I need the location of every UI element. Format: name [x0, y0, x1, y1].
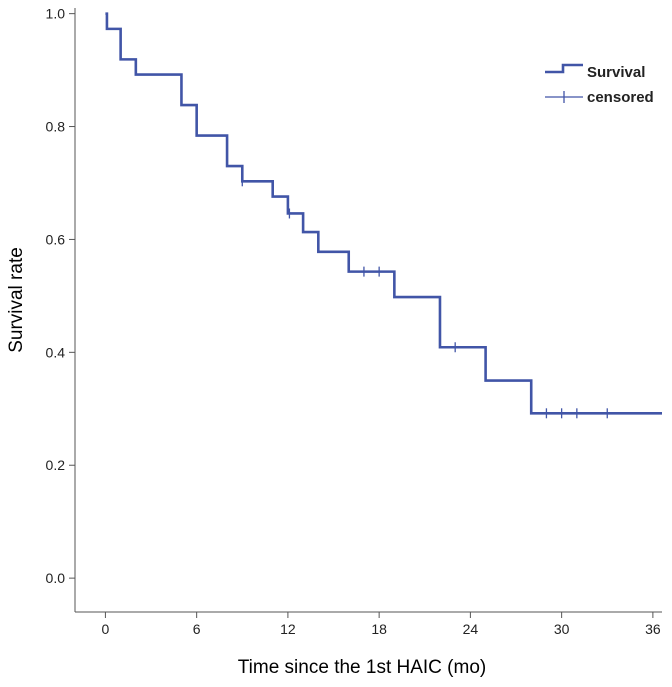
x-tick-label: 18	[371, 621, 387, 637]
y-tick-label: 0.6	[46, 231, 66, 247]
y-tick-label: 0.2	[46, 457, 66, 473]
legend-survival-label: Survival	[587, 64, 645, 81]
y-tick-label: 0.4	[46, 344, 66, 360]
y-tick-label: 0.0	[46, 570, 66, 586]
x-tick-label: 12	[280, 621, 296, 637]
x-tick-label: 24	[463, 621, 479, 637]
y-tick-label: 1.0	[46, 6, 66, 22]
legend-censored-label: censored	[587, 89, 654, 106]
x-axis-title: Time since the 1st HAIC (mo)	[238, 657, 486, 678]
x-tick-label: 6	[193, 621, 201, 637]
ticks: 0 6 12 18 24 30 36 0.0 0.2 0.4 0.6 0.8 1.0	[46, 6, 661, 637]
x-tick-label: 30	[554, 621, 570, 637]
x-tick-label: 36	[645, 621, 661, 637]
legend: Survival censored	[545, 63, 654, 106]
y-tick-label: 0.8	[46, 119, 66, 135]
plot-area	[105, 12, 662, 419]
survival-curve	[105, 12, 662, 415]
y-axis-title: Survival rate	[6, 247, 27, 353]
x-tick-label: 0	[102, 621, 110, 637]
legend-survival-swatch	[545, 63, 583, 74]
axes	[74, 8, 662, 613]
